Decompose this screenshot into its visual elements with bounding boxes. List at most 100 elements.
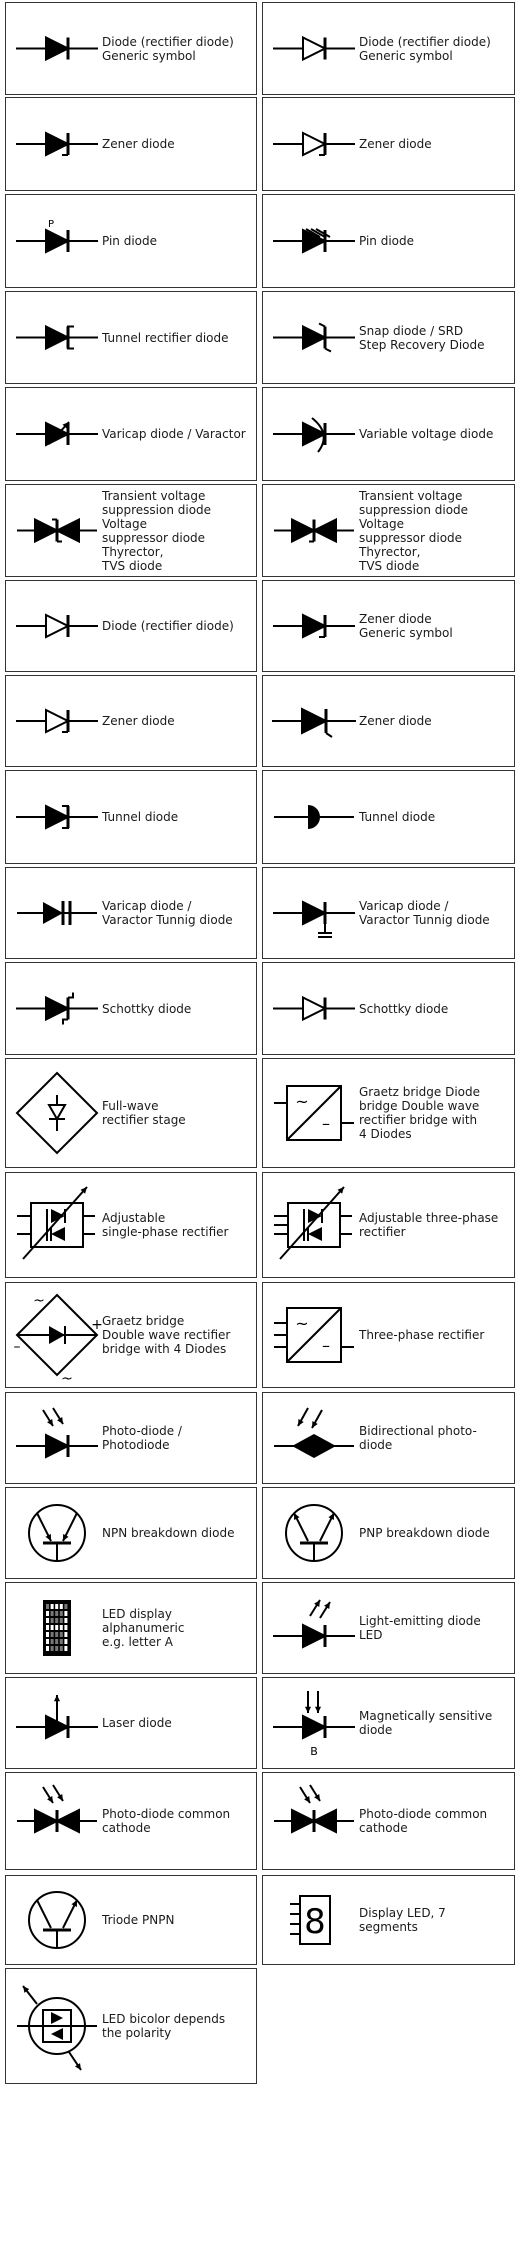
symbol-label: Triode PNPN: [102, 1913, 175, 1927]
symbol-label: Tunnel diode: [102, 810, 179, 824]
symbol-cell: LED display alphanumeric e.g. letter A: [5, 1582, 257, 1674]
photodiode-icon: [16, 1407, 98, 1459]
symbol-label: Zener diode: [359, 714, 432, 728]
pnp-breakdown-diode-icon: [285, 1504, 343, 1562]
led-matrix-display-icon: [43, 1600, 71, 1656]
symbol-cell: ~ – Three-phase rectifier: [262, 1282, 515, 1388]
symbol-label: Photo-diode common cathode: [102, 1807, 231, 1835]
tvs-diode-icon: [17, 517, 97, 544]
varactor-capacitor-icon: [17, 901, 97, 925]
symbol-label: Laser diode: [102, 1716, 172, 1730]
symbol-label: Graetz bridge Double wave rectifier brid…: [102, 1314, 231, 1356]
symbol-label: Varicap diode / Varactor Tunnig diode: [359, 899, 490, 927]
rectifier-box-icon: ~–: [274, 1085, 354, 1141]
symbol-label: Display LED, 7 segments: [359, 1906, 446, 1934]
symbol-label: PNP breakdown diode: [359, 1526, 490, 1540]
graetz-bridge-icon: ~ + – ~: [14, 1293, 103, 1387]
symbol-label: LED display alphanumeric e.g. letter A: [102, 1607, 185, 1649]
symbol-label: Snap diode / SRD Step Recovery Diode: [359, 323, 485, 352]
tunnel-rectifier-diode-icon: [16, 324, 98, 351]
symbol-cell: ~ – Graetz bridge Diode bridge Double wave…: [262, 1058, 515, 1168]
symbol-cell: Schottky diode: [262, 962, 515, 1055]
symbol-cell: Diode (rectifier diode): [5, 580, 257, 672]
symbol-label: Transient voltage suppression diode Volt…: [102, 488, 212, 573]
triode-pnpn-icon: [28, 1891, 86, 1949]
svg-text:–: –: [322, 1336, 330, 1355]
symbol-cell: 8 Display LED, 7 segments: [262, 1875, 515, 1965]
symbol-cell: ~ + – ~ Graetz bridge Double wave rectifier …: [5, 1282, 257, 1388]
svg-text:8: 8: [304, 1902, 326, 1942]
symbol-cell: Variable voltage diode: [262, 387, 515, 481]
photodiode-common-cathode-icon: [17, 1784, 97, 1834]
symbol-cell: Tunnel diode: [5, 770, 257, 864]
symbol-cell: Varicap diode / Varactor Tunnig diode: [5, 867, 257, 959]
symbol-cell: Photo-diode common cathode: [262, 1772, 515, 1870]
symbol-label: Varicap diode / Varactor: [102, 427, 246, 441]
svg-text:~: ~: [61, 1371, 73, 1387]
pin-diode-hatched-icon: [273, 228, 355, 254]
symbol-cell: PNP breakdown diode: [262, 1487, 515, 1579]
diode-outline-icon: [16, 613, 98, 639]
varicap-diode-icon: [16, 421, 98, 447]
symbol-label: Graetz bridge Diode bridge Double wave r…: [359, 1085, 481, 1141]
symbol-label: Zener diode Generic symbol: [359, 612, 453, 640]
symbol-label: Photo-diode / Photodiode: [102, 1424, 182, 1452]
symbol-label: Bidirectional photo-diode: [359, 1424, 477, 1452]
symbol-cell: Light-emitting diode LED: [262, 1582, 515, 1674]
symbol-label: Tunnel rectifier diode: [102, 330, 229, 345]
full-wave-rectifier-icon: [15, 1071, 99, 1155]
symbol-label: Full-wave rectifier stage: [102, 1099, 186, 1127]
tunnel-diode-icon: [16, 804, 98, 830]
symbol-label: Diode (rectifier diode) Generic symbol: [359, 34, 491, 63]
zener-diode-alt-icon: [272, 707, 356, 738]
symbol-cell: Snap diode / SRD Step Recovery Diode: [262, 291, 515, 384]
svg-text:~: ~: [295, 1314, 308, 1333]
bicolor-led-icon: [17, 1985, 97, 2071]
symbol-cell: NPN breakdown diode: [5, 1487, 257, 1579]
symbol-label: Schottky diode: [102, 1001, 192, 1016]
zener-diode-icon: [273, 613, 355, 639]
seven-segment-display-icon: 8: [290, 1895, 331, 1945]
three-phase-rectifier-icon: ~–: [274, 1307, 354, 1363]
symbol-cell: Transient voltage suppression diode Volt…: [5, 484, 257, 577]
symbol-label: Photo-diode common cathode: [359, 1807, 488, 1835]
svg-text:~: ~: [295, 1092, 308, 1111]
symbol-label: Pin diode: [359, 234, 415, 248]
variable-voltage-diode-icon: [273, 417, 355, 453]
symbol-cell: Zener diode: [262, 675, 515, 767]
svg-text:+: +: [91, 1317, 103, 1333]
diode-icon: [16, 35, 98, 62]
svg-text:P: P: [48, 219, 54, 230]
zener-diode-icon: [16, 131, 98, 157]
adjustable-three-phase-rectifier-icon: [274, 1186, 352, 1260]
symbol-cell: Varicap diode / Varactor: [5, 387, 257, 481]
symbol-cell: Zener diode Generic symbol: [262, 580, 515, 672]
symbol-cell: Adjustable single-phase rectifier: [5, 1172, 257, 1278]
symbol-label: Zener diode: [102, 714, 175, 728]
varactor-tuning-icon: [273, 900, 355, 938]
diode-outline-icon: [273, 35, 355, 62]
symbol-label: Diode (rectifier diode): [102, 619, 234, 633]
zener-diode-outline-icon: [273, 131, 355, 157]
symbol-label: Pin diode: [102, 234, 158, 248]
symbol-label: Magnetically sensitive diode: [359, 1709, 493, 1737]
symbol-label: Zener diode: [359, 137, 432, 151]
symbol-cell: Zener diode: [5, 97, 257, 191]
snap-diode-icon: [273, 322, 355, 353]
bidirectional-photodiode-icon: [274, 1407, 354, 1458]
magnetic-diode-icon: B: [273, 1691, 355, 1758]
symbol-cell: Tunnel diode: [262, 770, 515, 864]
symbol-cell: Zener diode: [5, 675, 257, 767]
symbol-cell: Laser diode: [5, 1677, 257, 1769]
npn-breakdown-diode-icon: [28, 1504, 86, 1562]
svg-text:~: ~: [33, 1293, 45, 1309]
symbol-label: Transient voltage suppression diode Volt…: [359, 488, 469, 573]
symbol-label: Varicap diode / Varactor Tunnig diode: [102, 899, 233, 927]
symbol-cell: Bidirectional photo-diode: [262, 1392, 515, 1484]
symbol-label: Diode (rectifier diode) Generic symbol: [102, 34, 234, 63]
symbol-label: Schottky diode: [359, 1001, 449, 1016]
symbol-cell: Zener diode: [262, 97, 515, 191]
symbol-cell: Adjustable three-phase rectifier: [262, 1172, 515, 1278]
symbol-cell: Triode PNPN: [5, 1875, 257, 1965]
